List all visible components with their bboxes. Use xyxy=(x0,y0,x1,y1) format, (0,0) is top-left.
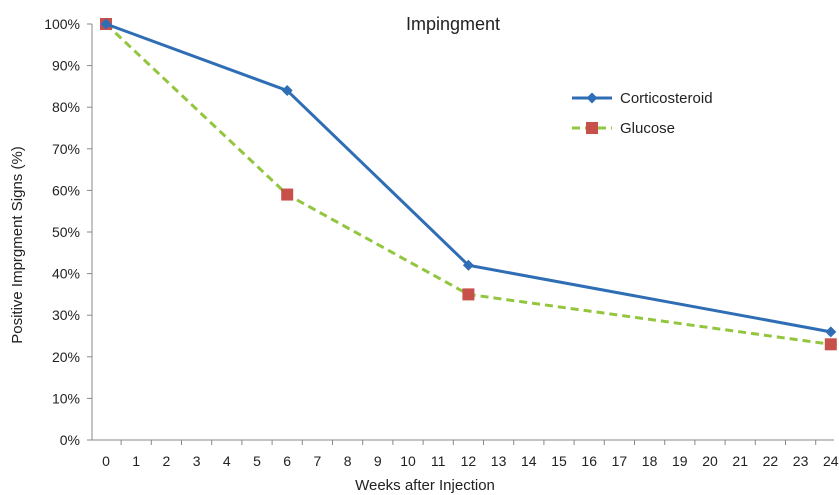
x-tick-label: 18 xyxy=(642,453,658,469)
data-point xyxy=(100,18,112,30)
legend-item: Corticosteroid xyxy=(572,90,713,107)
y-tick-label: 90% xyxy=(52,58,80,74)
x-tick-label: 1 xyxy=(132,453,140,469)
x-tick-label: 16 xyxy=(581,453,597,469)
data-point xyxy=(462,288,475,301)
x-tick-label: 21 xyxy=(732,453,748,469)
y-tick-label: 0% xyxy=(60,432,80,448)
x-tick-label: 24 xyxy=(823,453,839,469)
legend-swatch-marker xyxy=(586,92,598,104)
series-corticosteroid xyxy=(100,18,837,338)
x-tick-label: 5 xyxy=(253,453,261,469)
x-tick-label: 17 xyxy=(612,453,628,469)
legend-item: Glucose xyxy=(572,120,675,137)
x-tick-label: 23 xyxy=(793,453,809,469)
x-tick-label: 9 xyxy=(374,453,382,469)
x-tick-label: 2 xyxy=(163,453,171,469)
series-line xyxy=(105,22,832,334)
y-tick-label: 30% xyxy=(52,307,80,323)
y-tick-label: 70% xyxy=(52,141,80,157)
x-tick-label: 20 xyxy=(702,453,718,469)
y-tick-label: 10% xyxy=(52,390,80,406)
y-axis-title: Positive Imprgment Signs (%) xyxy=(9,146,26,344)
series-glucose xyxy=(100,18,837,351)
y-tick-label: 50% xyxy=(52,224,80,240)
y-tick-label: 80% xyxy=(52,99,80,115)
series-line xyxy=(104,22,832,346)
x-tick-label: 13 xyxy=(491,453,507,469)
x-axis-title: Weeks after Injection xyxy=(355,477,495,494)
y-tick-label: 60% xyxy=(52,182,80,198)
x-tick-label: 14 xyxy=(521,453,537,469)
x-tick-label: 8 xyxy=(344,453,352,469)
x-tick-label: 22 xyxy=(763,453,779,469)
x-tick-label: 11 xyxy=(431,453,446,469)
x-tick-label: 19 xyxy=(672,453,688,469)
data-point xyxy=(462,259,474,271)
legend-label: Corticosteroid xyxy=(620,90,713,107)
x-tick-label: 6 xyxy=(283,453,291,469)
y-tick-label: 40% xyxy=(52,266,80,282)
x-tick-label: 15 xyxy=(551,453,567,469)
x-tick-label: 4 xyxy=(223,453,231,469)
legend-swatch-marker xyxy=(586,122,598,134)
data-point xyxy=(281,85,293,97)
data-point xyxy=(824,338,837,351)
x-tick-label: 3 xyxy=(193,453,201,469)
x-tick-label: 12 xyxy=(461,453,477,469)
x-tick-label: 0 xyxy=(102,453,110,469)
data-point xyxy=(825,326,837,338)
x-tick-label: 7 xyxy=(314,453,322,469)
y-tick-label: 20% xyxy=(52,349,80,365)
data-point xyxy=(281,188,294,201)
x-tick-label: 10 xyxy=(400,453,416,469)
legend-label: Glucose xyxy=(620,120,675,137)
y-tick-label: 100% xyxy=(44,16,80,32)
chart-title: Impingment xyxy=(406,14,500,34)
